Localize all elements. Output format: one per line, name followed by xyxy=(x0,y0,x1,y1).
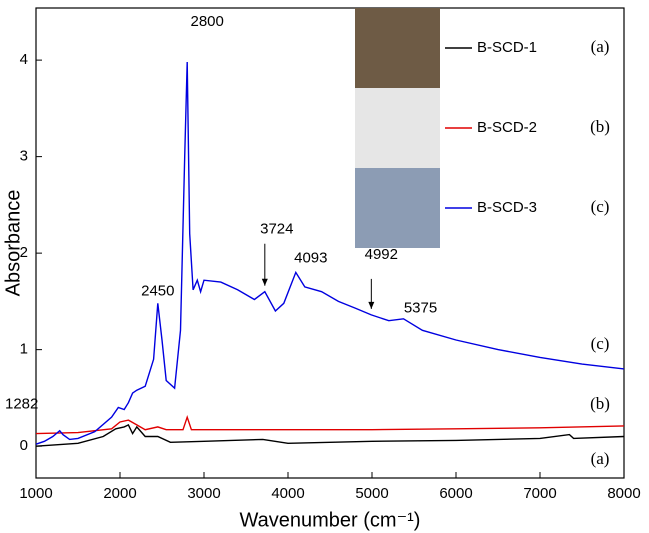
legend-label: B-SCD-1 xyxy=(477,39,537,56)
legend-label: B-SCD-3 xyxy=(477,199,537,216)
y-axis-label: Absorbance xyxy=(2,190,24,297)
x-tick-label: 2000 xyxy=(103,485,136,502)
spectrum-line xyxy=(35,61,625,445)
curve-tag: (c) xyxy=(591,334,610,353)
y-tick-label: 1 xyxy=(20,341,28,358)
x-axis-label: Wavenumber (cm⁻¹) xyxy=(240,509,421,531)
x-tick-label: 8000 xyxy=(607,485,640,502)
peak-label: 1282 xyxy=(5,396,38,413)
spectrum-line xyxy=(35,415,625,435)
y-tick-label: 0 xyxy=(20,437,28,454)
x-tick-label: 1000 xyxy=(19,485,52,502)
peak-label: 4093 xyxy=(294,249,327,266)
legend-tag: (c) xyxy=(591,197,610,216)
peak-label: 2800 xyxy=(191,13,224,30)
spectrum-line xyxy=(35,423,625,447)
sample-photo xyxy=(355,8,440,88)
legend-tag: (b) xyxy=(590,117,610,136)
legend-label: B-SCD-2 xyxy=(477,119,537,136)
legend-tag: (a) xyxy=(591,37,610,56)
curve-tag: (b) xyxy=(590,394,610,413)
x-tick-label: 3000 xyxy=(187,485,220,502)
y-tick-label: 4 xyxy=(20,51,28,68)
x-tick-label: 5000 xyxy=(355,485,388,502)
arrow-head xyxy=(368,301,375,309)
arrow-head xyxy=(261,278,268,286)
peak-label: 2450 xyxy=(141,282,174,299)
plot-frame xyxy=(35,7,625,479)
x-tick-label: 6000 xyxy=(439,485,472,502)
x-tick-label: 7000 xyxy=(523,485,556,502)
sample-photo xyxy=(355,168,440,248)
peak-label: 4992 xyxy=(365,246,398,263)
sample-photo xyxy=(355,88,440,168)
y-tick-label: 3 xyxy=(20,148,28,165)
peak-label: 3724 xyxy=(260,221,293,238)
peak-label: 5375 xyxy=(404,300,437,317)
y-tick-label: 2 xyxy=(20,244,28,261)
x-tick-label: 4000 xyxy=(271,485,304,502)
curve-tag: (a) xyxy=(591,449,610,468)
